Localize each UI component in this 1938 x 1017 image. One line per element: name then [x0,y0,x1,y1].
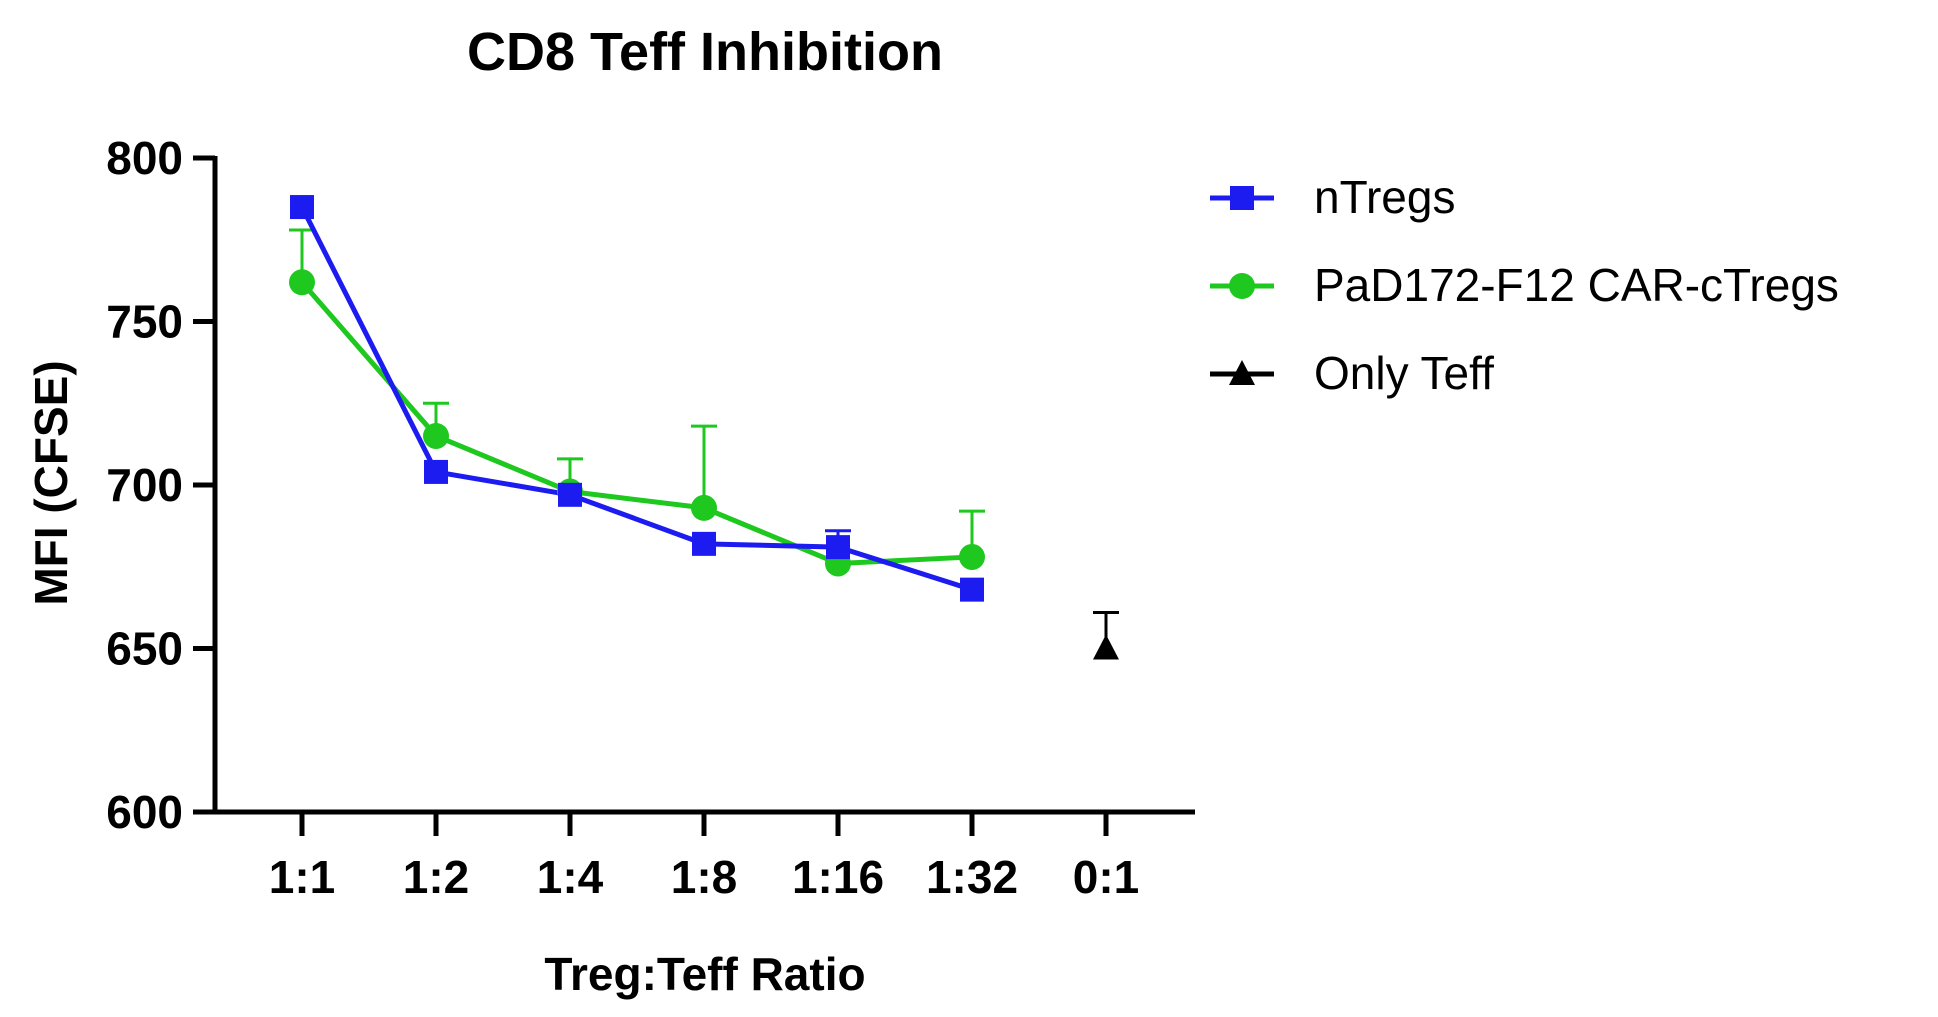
x-tick-label: 0:1 [1073,851,1139,903]
legend-swatch-marker [1229,273,1255,299]
y-tick-label: 700 [106,459,183,511]
data-point [290,195,314,220]
series-line [300,280,973,566]
series-line [299,205,973,593]
series-markers [289,195,1119,660]
legend-label: Only Teff [1314,347,1494,399]
legend: nTregs PaD172-F12 CAR-cTregs Only Teff [1210,171,1839,399]
x-tick-label: 1:8 [671,851,737,903]
x-tick-label: 1:1 [269,851,335,903]
tick-labels: 600 650 700 750 800 1:1 1:2 1:4 1:8 1:16 1:32 0:1 [106,132,1139,903]
chart-title: CD8 Teff Inhibition [467,22,943,82]
data-point [423,422,449,449]
data-point [424,459,448,484]
axes [193,155,1195,836]
x-tick-label: 1:16 [792,851,884,903]
data-point [960,577,984,602]
x-tick-label: 1:2 [403,851,469,903]
x-tick-label: 1:32 [926,851,1018,903]
legend-label: PaD172-F12 CAR-cTregs [1314,259,1839,311]
legend-swatch-marker [1229,360,1255,385]
x-axis-label: Treg:Teff Ratio [544,948,865,1000]
data-point [289,269,315,296]
y-axis-label: MFI (CFSE) [25,360,77,605]
legend-swatch-marker [1230,186,1254,210]
y-tick-label: 750 [106,296,183,348]
data-point [692,531,716,556]
data-point [1093,634,1119,660]
legend-label: nTregs [1314,171,1455,223]
y-tick-label: 800 [106,132,183,184]
error-bars [289,228,1119,649]
x-tick-label: 1:4 [537,851,604,903]
y-tick-label: 650 [106,623,183,675]
data-point [691,494,717,521]
data-point [826,535,850,560]
data-point [959,543,985,570]
y-tick-label: 600 [106,786,183,838]
series-lines [299,205,973,593]
data-point [558,482,582,507]
